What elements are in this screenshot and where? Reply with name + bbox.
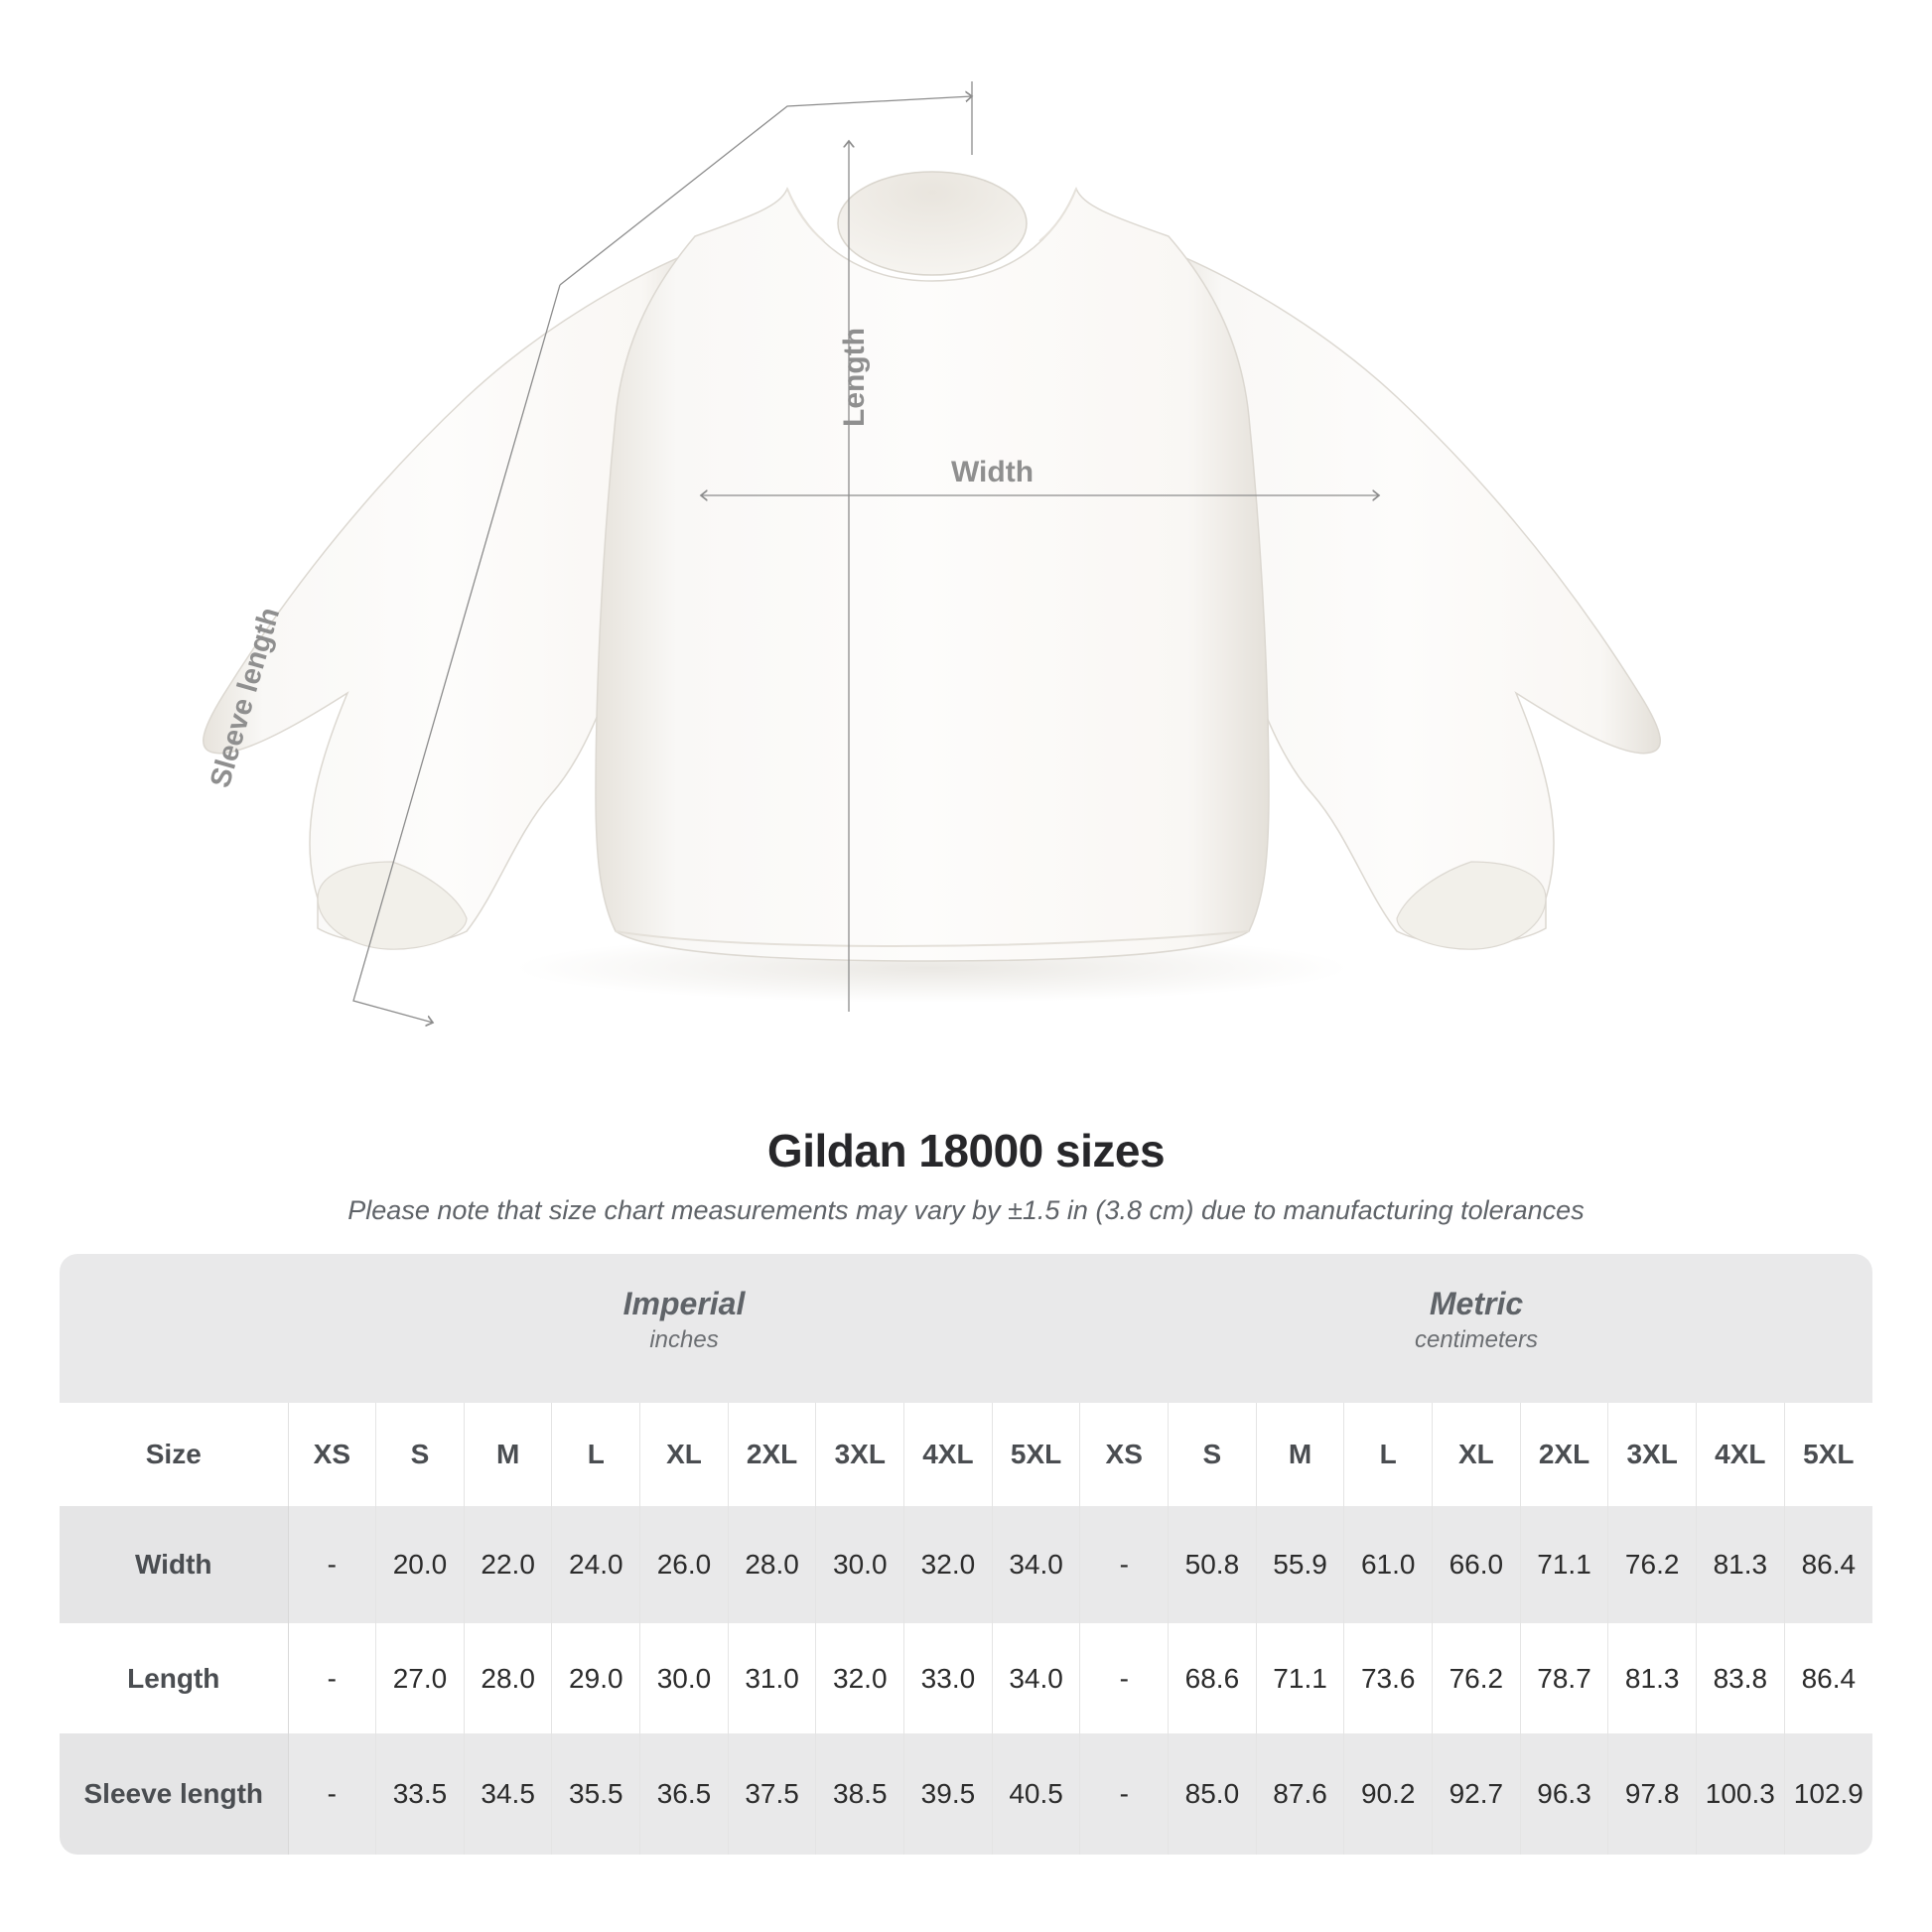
svg-text:Length: Length bbox=[838, 328, 871, 427]
svg-text:Width: Width bbox=[951, 456, 1034, 488]
